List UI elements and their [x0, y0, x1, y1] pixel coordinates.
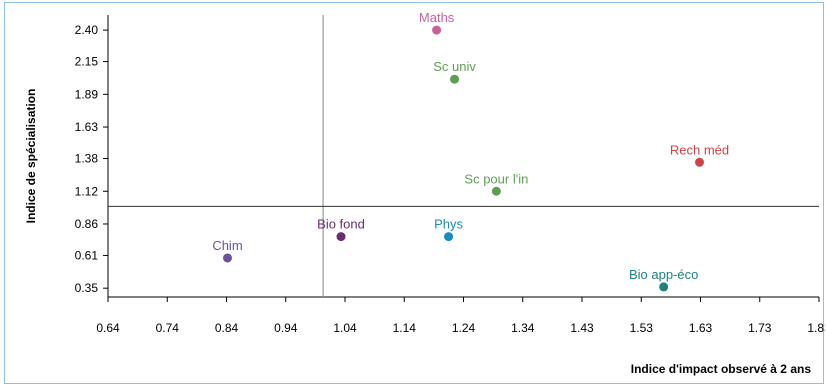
x-tick-label: 1.43 — [570, 321, 594, 335]
x-tick-label: 1.24 — [452, 321, 476, 335]
data-point — [222, 253, 232, 263]
chart-frame: 2.40 2.15 1.89 1.63 1.38 1.12 0.86 0.61 0.35 0.64… — [4, 2, 825, 384]
x-tick-label: 1.53 — [630, 321, 654, 335]
data-point — [432, 25, 442, 35]
y-tick-label: 0.35 — [75, 281, 99, 295]
data-point — [450, 74, 460, 84]
x-tick-label: 1.14 — [393, 321, 417, 335]
data-point-label: Sc pour l'in — [464, 171, 528, 186]
y-tick-label: 1.38 — [75, 152, 99, 166]
data-point-label: Rech méd — [670, 142, 729, 157]
x-tick-label: 1.73 — [748, 321, 772, 335]
y-tick-label: 1.63 — [75, 120, 99, 134]
x-tick-label: 0.74 — [156, 321, 180, 335]
y-tick-label: 1.89 — [75, 87, 99, 101]
x-tick-label: 1.04 — [333, 321, 357, 335]
y-tick-label: 0.61 — [75, 248, 99, 262]
x-tick-label: 1.63 — [689, 321, 713, 335]
data-point-label: Bio fond — [317, 217, 365, 232]
scatter-chart: 2.40 2.15 1.89 1.63 1.38 1.12 0.86 0.61 0.35 0.64… — [24, 10, 825, 376]
data-point-label: Chim — [212, 238, 242, 253]
data-point — [491, 186, 501, 196]
y-axis-title: Indice de spécialisation — [24, 89, 38, 224]
data-point-label: Phys — [434, 217, 463, 232]
data-point — [444, 232, 454, 242]
x-axis-title: Indice d'impact observé à 2 ans — [631, 362, 812, 376]
x-tick-label: 0.94 — [274, 321, 298, 335]
x-tick-label: 0.64 — [96, 321, 120, 335]
data-point — [695, 157, 705, 167]
data-point — [659, 282, 669, 292]
y-tick-label: 2.40 — [75, 23, 99, 37]
data-point-label: Bio app-éco — [629, 267, 698, 282]
y-tick-label: 1.12 — [75, 184, 99, 198]
data-point — [336, 232, 346, 242]
y-tick-label: 2.15 — [75, 55, 99, 69]
x-tick-label: 0.84 — [215, 321, 239, 335]
x-tick-label: 1.34 — [511, 321, 535, 335]
data-point-label: Maths — [419, 10, 455, 25]
y-tick-label: 0.86 — [75, 217, 99, 231]
data-point-label: Sc univ — [433, 59, 476, 74]
x-tick-label: 1.83 — [807, 321, 825, 335]
